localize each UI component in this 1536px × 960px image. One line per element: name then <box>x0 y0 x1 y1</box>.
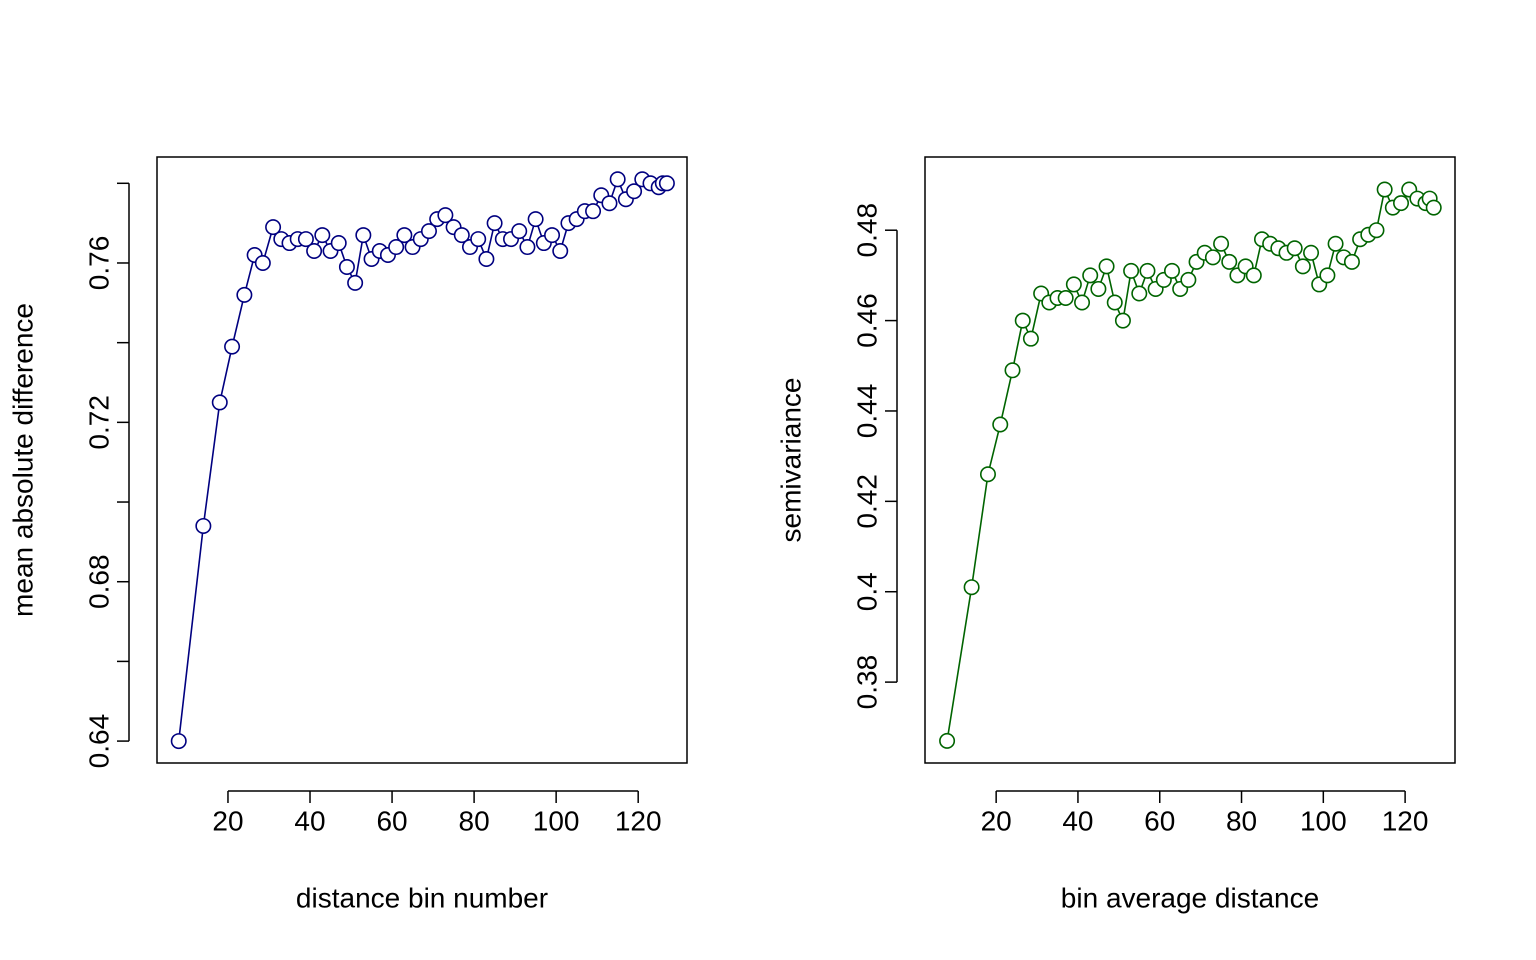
data-point <box>224 338 241 355</box>
data-point <box>626 183 643 200</box>
x-tick-label: 60 <box>1144 805 1175 836</box>
data-point <box>388 239 405 256</box>
data-point <box>1180 271 1197 288</box>
data-point <box>1098 258 1115 275</box>
x-tick-label: 80 <box>459 805 490 836</box>
data-point <box>195 517 212 534</box>
data-point <box>396 227 413 244</box>
data-point <box>1065 276 1082 293</box>
data-point <box>1294 258 1311 275</box>
data-point <box>265 219 282 236</box>
data-point <box>437 207 454 224</box>
data-point <box>1014 312 1031 329</box>
data-point <box>1368 222 1385 239</box>
data-point <box>1074 294 1091 311</box>
data-point <box>1164 262 1181 279</box>
y-tick-label: 0.42 <box>851 474 882 529</box>
data-point <box>979 466 996 483</box>
y-axis-title: semivariance <box>775 378 806 543</box>
plot-frame <box>924 156 1456 764</box>
x-tick-label: 20 <box>981 805 1012 836</box>
data-point <box>1376 181 1393 198</box>
data-point <box>1106 294 1123 311</box>
data-point <box>1303 244 1320 261</box>
data-point <box>297 231 314 248</box>
data-point <box>519 239 536 256</box>
x-tick-label: 120 <box>1382 805 1429 836</box>
data-point <box>992 416 1009 433</box>
data-point <box>211 394 228 411</box>
data-point <box>453 227 470 244</box>
data-point <box>1213 235 1230 252</box>
data-point <box>1204 249 1221 266</box>
x-axis-title: distance bin number <box>296 882 548 913</box>
data-line <box>177 177 667 742</box>
data-point <box>254 254 271 271</box>
data-point <box>1090 280 1107 297</box>
data-point <box>420 223 437 240</box>
data-point <box>314 227 331 244</box>
x-tick-label: 40 <box>1062 805 1093 836</box>
data-point <box>1319 267 1336 284</box>
x-tick-label: 20 <box>212 805 243 836</box>
data-point <box>585 203 602 220</box>
data-point <box>236 286 253 303</box>
data-point <box>1425 199 1442 216</box>
data-point <box>552 243 569 260</box>
y-tick-label: 0.48 <box>851 203 882 258</box>
data-point <box>1286 240 1303 257</box>
data-point <box>658 175 675 192</box>
data-point <box>330 235 347 252</box>
plot-frame <box>156 156 688 764</box>
data-point <box>478 250 495 267</box>
data-point <box>963 579 980 596</box>
data-point <box>347 274 364 291</box>
x-axis-title: bin average distance <box>1061 882 1319 913</box>
data-point <box>1221 253 1238 270</box>
y-tick-label: 0.46 <box>851 293 882 348</box>
data-point <box>1022 330 1039 347</box>
y-tick-label: 0.38 <box>851 655 882 710</box>
y-tick-label: 0.76 <box>83 236 114 291</box>
data-point <box>544 227 561 244</box>
y-tick-label: 0.4 <box>851 572 882 611</box>
x-tick-label: 60 <box>376 805 407 836</box>
data-point <box>609 171 626 188</box>
data-point <box>1245 267 1262 284</box>
x-tick-label: 120 <box>615 805 662 836</box>
data-point <box>511 223 528 240</box>
y-tick-label: 0.68 <box>83 554 114 609</box>
data-point <box>1082 267 1099 284</box>
data-point <box>306 243 323 260</box>
data-point <box>170 733 187 750</box>
data-point <box>1343 253 1360 270</box>
y-tick-label: 0.64 <box>83 714 114 769</box>
y-axis-title: mean absolute difference <box>7 303 38 617</box>
data-point <box>1004 362 1021 379</box>
x-tick-label: 80 <box>1226 805 1257 836</box>
data-point <box>1057 289 1074 306</box>
data-point <box>486 215 503 232</box>
y-tick-label: 0.44 <box>851 384 882 439</box>
data-point <box>338 258 355 275</box>
x-tick-label: 100 <box>1300 805 1347 836</box>
data-point <box>939 732 956 749</box>
data-point <box>527 211 544 228</box>
data-point <box>1139 262 1156 279</box>
x-tick-label: 40 <box>294 805 325 836</box>
data-point <box>1114 312 1131 329</box>
y-tick-label: 0.72 <box>83 395 114 450</box>
data-point <box>1327 235 1344 252</box>
data-point <box>355 227 372 244</box>
data-point <box>1393 195 1410 212</box>
data-point <box>470 231 487 248</box>
x-tick-label: 100 <box>533 805 580 836</box>
data-point <box>601 195 618 212</box>
data-point <box>1123 262 1140 279</box>
data-point <box>1131 285 1148 302</box>
